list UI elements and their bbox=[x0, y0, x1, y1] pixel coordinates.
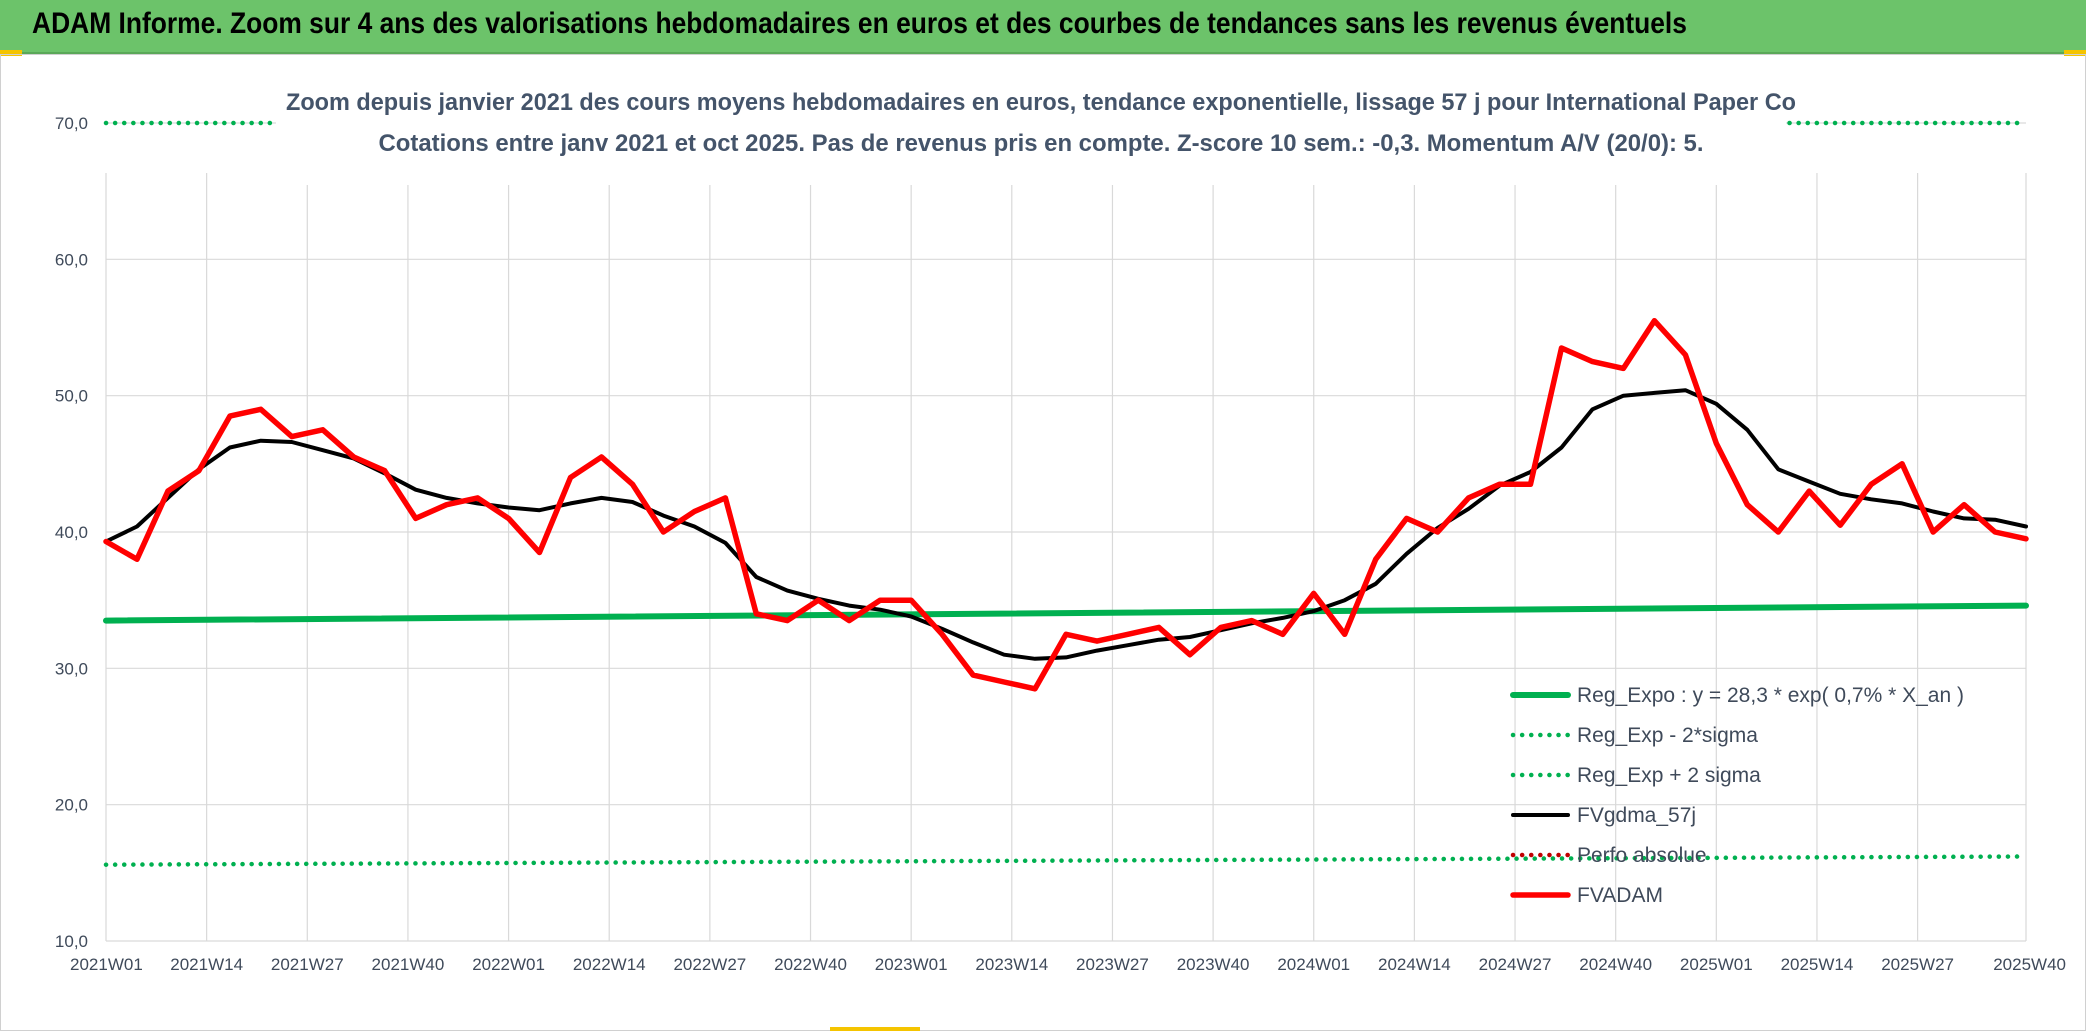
legend-entry-label: Perfo absolue bbox=[1577, 844, 1707, 867]
y-tick-label: 50,0 bbox=[55, 387, 88, 406]
series-line-fvadam bbox=[103, 317, 2029, 692]
legend-entry-label: Reg_Exp - 2*sigma bbox=[1577, 724, 1758, 747]
x-tick-label: 2024W14 bbox=[1378, 955, 1451, 974]
y-tick-label: 70,0 bbox=[55, 114, 88, 133]
x-tick-label: 2023W27 bbox=[1076, 955, 1149, 974]
chart-subtitle: Cotations entre janv 2021 et oct 2025. P… bbox=[379, 130, 1704, 157]
series-line-fvgdma_57j bbox=[104, 388, 2028, 661]
banner-accent-right bbox=[2064, 50, 2086, 56]
chart-frame: 10,0 20,0 30,0 40,0 50,0 60,0 70,0 2021W01 2021… bbox=[0, 54, 2086, 1031]
x-tick-label: 2024W01 bbox=[1277, 955, 1350, 974]
report-title: ADAM Informe. Zoom sur 4 ans des valoris… bbox=[32, 7, 1687, 40]
y-tick-label: 20,0 bbox=[55, 796, 88, 815]
x-tick-label: 2023W01 bbox=[875, 955, 948, 974]
x-tick-label: 2024W27 bbox=[1479, 955, 1552, 974]
y-axis-ticks: 10,0 20,0 30,0 40,0 50,0 60,0 70,0 bbox=[55, 114, 88, 951]
x-axis-ticks: 2021W01 2021W14 2021W27 2021W40 2022W01 2022W… bbox=[70, 955, 2066, 974]
x-tick-label: 2022W14 bbox=[573, 955, 646, 974]
x-tick-label: 2025W27 bbox=[1881, 955, 1954, 974]
bottom-accent bbox=[830, 1027, 920, 1031]
title-backdrop bbox=[276, 75, 1786, 185]
x-tick-label: 2024W40 bbox=[1579, 955, 1652, 974]
series-line-reg_expo bbox=[103, 602, 2029, 624]
x-tick-label: 2021W40 bbox=[372, 955, 445, 974]
x-tick-label: 2022W01 bbox=[472, 955, 545, 974]
chart-title: Zoom depuis janvier 2021 des cours moyen… bbox=[286, 89, 1796, 116]
legend-entry-label: Reg_Expo : y = 28,3 * exp( 0,7% * X_an ) bbox=[1577, 684, 1964, 707]
x-tick-label: 2021W14 bbox=[170, 955, 243, 974]
line-chart: 10,020,030,040,050,060,070,0 2021W01 2021… bbox=[55, 75, 2066, 974]
banner-accent-left bbox=[0, 50, 22, 56]
legend-entry-label: FVADAM bbox=[1577, 884, 1663, 907]
x-tick-label: 2023W40 bbox=[1177, 955, 1250, 974]
gridlines bbox=[105, 122, 2027, 942]
chart-title-block: Zoom depuis janvier 2021 des cours moyen… bbox=[276, 75, 1796, 185]
y-tick-label: 30,0 bbox=[55, 659, 88, 678]
report-banner: ADAM Informe. Zoom sur 4 ans des valoris… bbox=[0, 0, 2086, 54]
series-lines bbox=[103, 120, 2029, 867]
x-tick-label: 2021W27 bbox=[271, 955, 344, 974]
x-tick-label: 2022W27 bbox=[673, 955, 746, 974]
y-tick-label: 60,0 bbox=[55, 250, 88, 269]
legend-entry-label: FVgdma_57j bbox=[1577, 804, 1696, 827]
x-tick-label: 2022W40 bbox=[774, 955, 847, 974]
y-tick-label: 40,0 bbox=[55, 523, 88, 542]
x-tick-label: 2023W14 bbox=[975, 955, 1048, 974]
x-tick-label: 2025W14 bbox=[1781, 955, 1854, 974]
chart-legend: Reg_Expo : y = 28,3 * exp( 0,7% * X_an )… bbox=[1510, 684, 1964, 907]
y-tick-label: 10,0 bbox=[55, 932, 88, 951]
x-tick-label: 2025W40 bbox=[1993, 955, 2066, 974]
x-tick-label: 2025W01 bbox=[1680, 955, 1753, 974]
legend-entry-label: Reg_Exp + 2 sigma bbox=[1577, 764, 1761, 787]
series-line-reg_exp bbox=[103, 854, 2029, 867]
x-tick-label: 2021W01 bbox=[70, 955, 143, 974]
